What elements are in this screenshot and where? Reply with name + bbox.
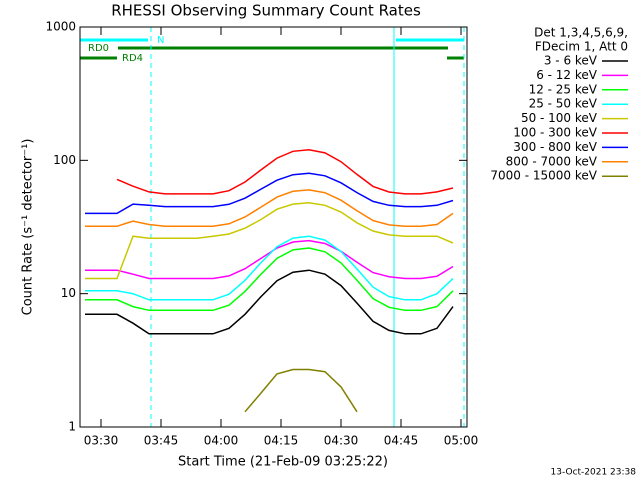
legend-label: 12 - 25 keV: [529, 82, 598, 96]
x-tick-label: 04:00: [204, 434, 239, 448]
annotation-bars: N RD0 RD4: [80, 27, 465, 427]
footer: 13-Oct-2021 23:38: [551, 468, 637, 478]
series-line: [85, 172, 454, 215]
legend-label: 3 - 6 keV: [544, 54, 598, 68]
legend-label: 300 - 800 keV: [513, 140, 597, 154]
x-tick-label: 04:30: [324, 434, 359, 448]
series-line: [116, 149, 454, 195]
x-axis-label: Start Time (21-Feb-09 03:25:22): [178, 455, 388, 470]
annotation: N: [157, 35, 164, 46]
chart-title: RHESSI Observing Summary Count Rates: [111, 2, 421, 20]
y-tick-label: 1000: [45, 20, 76, 34]
x-tick-label: 04:45: [384, 434, 419, 448]
series-line: [85, 247, 454, 312]
legend-label: 6 - 12 keV: [536, 68, 598, 82]
x-tick-label: 05:00: [444, 434, 479, 448]
series-line: [85, 235, 454, 301]
annotation: RD0: [88, 43, 109, 54]
legend-header: Det 1,3,4,5,6,9,: [534, 26, 628, 40]
x-tick-label: 04:15: [264, 434, 299, 448]
plot-area: [85, 149, 454, 412]
plot-frame: [79, 26, 468, 428]
series-line: [85, 202, 454, 280]
y-tick-label: 100: [53, 153, 76, 167]
x-tick-label: 03:30: [84, 434, 119, 448]
y-tick-label: 1: [68, 420, 76, 434]
y-tick-label: 10: [61, 286, 76, 300]
legend-label: 50 - 100 keV: [521, 111, 598, 125]
legend-label: 100 - 300 keV: [513, 126, 597, 140]
legend-label: 25 - 50 keV: [529, 97, 598, 111]
y-axis-label: Count Rate (s⁻¹ detector⁻¹): [21, 139, 36, 316]
legend-label: 800 - 7000 keV: [506, 154, 598, 168]
series-line: [85, 189, 454, 228]
legend-header: FDecim 1, Att 0: [535, 40, 628, 54]
series-line: [85, 239, 454, 280]
annotation: RD4: [122, 53, 143, 64]
x-tick-label: 03:45: [144, 434, 179, 448]
series-line: [85, 269, 454, 335]
legend-label: 7000 - 15000 keV: [490, 169, 597, 183]
